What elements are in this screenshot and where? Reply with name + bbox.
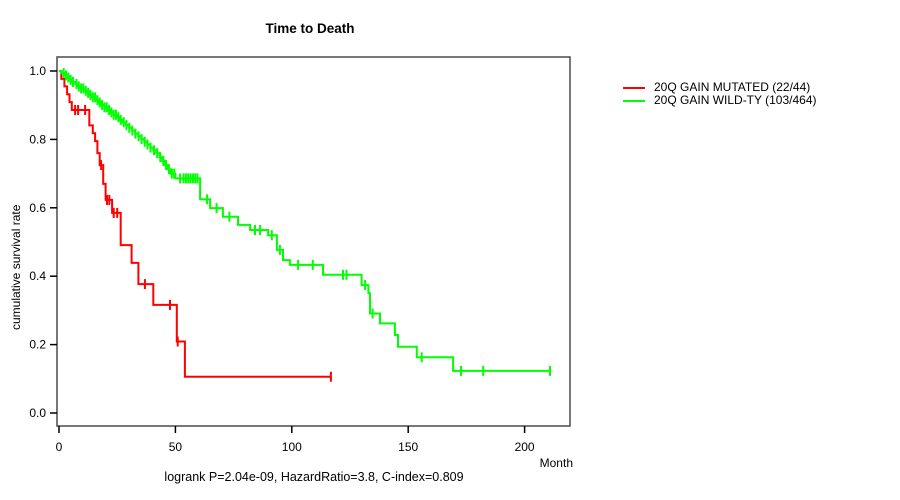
legend-item-wildtype: 20Q GAIN WILD-TY (103/464) — [623, 94, 817, 107]
svg-text:200: 200 — [515, 440, 535, 454]
legend-item-mutated: 20Q GAIN MUTATED (22/44) — [623, 81, 817, 94]
svg-text:150: 150 — [398, 440, 418, 454]
svg-text:0.0: 0.0 — [29, 406, 46, 420]
legend-label-wildtype: 20Q GAIN WILD-TY (103/464) — [654, 93, 817, 107]
x-axis-title: Month — [539, 456, 573, 470]
legend: 20Q GAIN MUTATED (22/44) 20Q GAIN WILD-T… — [623, 81, 817, 107]
legend-label-mutated: 20Q GAIN MUTATED (22/44) — [654, 80, 811, 94]
svg-text:50: 50 — [169, 440, 183, 454]
svg-text:0.6: 0.6 — [29, 201, 46, 215]
wildtype-line-swatch — [623, 99, 645, 102]
svg-text:100: 100 — [282, 440, 302, 454]
svg-text:0.4: 0.4 — [29, 269, 46, 283]
mutated-line-swatch — [623, 86, 645, 89]
chart-title: Time to Death — [265, 21, 355, 36]
svg-text:0.8: 0.8 — [29, 132, 46, 146]
svg-text:1.0: 1.0 — [29, 64, 46, 78]
svg-text:0.2: 0.2 — [29, 338, 46, 352]
logrank-stats-text: logrank P=2.04e-09, HazardRatio=3.8, C-i… — [164, 470, 464, 484]
svg-text:0: 0 — [56, 440, 63, 454]
